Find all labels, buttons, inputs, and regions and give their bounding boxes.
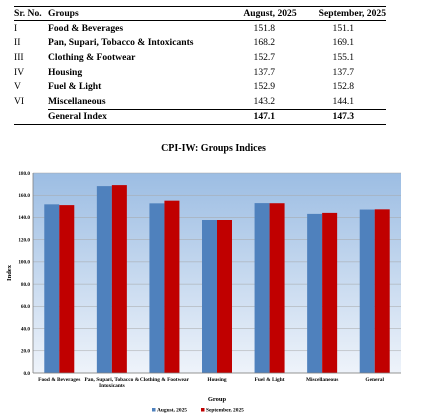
y-tick-label: 0.0 [24,371,31,377]
y-tick-label: 140.0 [18,215,30,221]
row-august: 143.2 [253,95,276,107]
bar-august [96,186,112,373]
y-tick-label: 40.0 [21,326,30,332]
bar-august [254,203,270,373]
row-group: Fuel & Light [48,81,102,93]
legend-swatch [152,408,156,412]
x-tick-label: Fuel & Light [255,377,285,383]
total-sr-no [14,109,48,126]
y-tick-label: 60.0 [21,304,30,310]
row-group: Clothing & Footwear [48,51,136,63]
bar-august [307,213,323,373]
total-september: 147.3 [300,108,386,126]
row-sr-no: III [14,51,24,63]
table-row: IV Housing 137.7 137.7 [14,65,386,80]
y-tick-label: 180.0 [18,171,30,177]
x-tick-label: General [365,377,384,383]
row-sr-no: VI [14,96,25,108]
row-august: 168.2 [253,37,276,49]
bar-september [217,220,232,373]
x-tick-label: Miscellaneous [306,377,338,383]
row-sr-no: IV [14,66,25,78]
table-row: III Clothing & Footwear 152.7 155.1 [14,50,386,65]
header-sr-no: Sr. No. [14,6,48,21]
x-tick-label: Pan, Supari, Tobacco & Intoxicants [85,377,140,389]
indices-table: Sr. No. Groups August, 2025 September, 2… [14,6,386,126]
bar-september [269,203,285,373]
row-sr-no: V [14,81,21,93]
x-category-labels: Food & Beverages Pan, Supari, Tobacco & In… [38,377,384,389]
chart-title: CPI-IW: Groups Indices [161,143,266,154]
row-group: Food & Beverages [48,22,124,34]
bar-september [322,212,338,373]
x-tick-label: Food & Beverages [38,377,80,383]
table-row: I Food & Beverages 151.8 151.1 [14,21,386,36]
row-august: 152.7 [253,51,276,63]
bar-september [111,185,127,373]
bar-august [44,204,60,373]
legend: August, 2025 September, 2025 [152,408,244,414]
y-tick-label: 20.0 [21,349,30,355]
total-label: General Index [48,108,228,126]
legend-label: September, 2025 [206,408,244,414]
bar-september [374,209,390,373]
row-sr-no: II [14,37,21,49]
bar-august [202,220,217,373]
table-header-row: Sr. No. Groups August, 2025 September, 2… [14,6,386,21]
table-total-row: General Index 147.1 147.3 [14,108,386,126]
x-tick-label: Clothing & Footwear [140,377,190,383]
y-tick-label: 120.0 [18,237,30,243]
row-group: Miscellaneous [48,95,106,107]
row-september: 155.1 [332,51,355,63]
bars [44,185,390,373]
bar-august [359,209,375,373]
y-tick-label: 160.0 [18,193,30,199]
bar-september [164,200,180,373]
y-axis-label: Index [6,264,13,281]
table-row: VI Miscellaneous 143.2 144.1 [14,94,386,109]
bar-september [59,205,75,373]
header-august: August, 2025 [228,6,301,21]
header-groups: Groups [48,6,228,21]
row-september: 137.7 [332,66,355,78]
row-august: 152.9 [253,81,276,93]
row-august: 151.8 [253,22,276,34]
row-september: 152.8 [332,81,355,93]
row-august: 137.7 [253,66,276,78]
legend-label: August, 2025 [157,408,187,414]
row-group: Housing [48,66,83,78]
row-september: 144.1 [332,95,355,107]
row-september: 151.1 [332,22,355,34]
total-august: 147.1 [228,108,301,126]
row-sr-no: I [14,22,18,34]
y-tick-label: 100.0 [18,260,30,266]
header-september: September, 2025 [300,6,386,21]
x-tick-label: Housing [207,377,226,383]
table-row: V Fuel & Light 152.9 152.8 [14,79,386,94]
table-row: II Pan, Supari, Tobacco & Intoxicants 16… [14,36,386,51]
row-group: Pan, Supari, Tobacco & Intoxicants [48,37,194,49]
y-tick-label: 80.0 [21,282,30,288]
y-tick-labels: 0.0 20.0 40.0 60.0 80.0 100.0 120.0 140.0 160.0 1… [18,171,30,377]
x-axis-label: Group [208,396,227,403]
row-september: 169.1 [332,37,355,49]
bar-august [149,203,165,373]
legend-swatch [201,408,205,412]
